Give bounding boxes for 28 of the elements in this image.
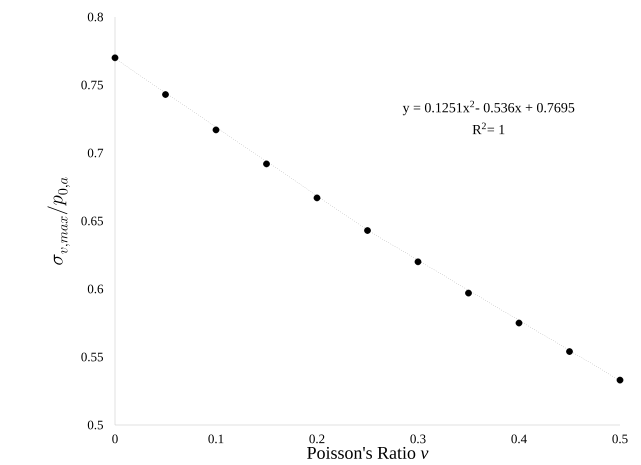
- x-tick-label: 0.1: [208, 434, 224, 444]
- point: [414, 258, 422, 266]
- y-axis-title: $\sigma_{v,max} / p_{0,a}$: [47, 177, 70, 265]
- point: [314, 194, 320, 202]
- x-axis-title: Poisson's Ratio v: [307, 446, 428, 459]
- y-tick-label: 0.7: [88, 148, 104, 158]
- y-tick-label: 0.6: [88, 284, 104, 294]
- x-tick-label: 0.2: [309, 434, 324, 444]
- x-tick-label: 0.3: [410, 434, 426, 444]
- point: [162, 91, 169, 98]
- point: [364, 227, 371, 234]
- x-tick-label: 0.4: [511, 434, 527, 444]
- annotation: R$^{2}$= 1: [472, 122, 504, 134]
- y-tick-label: 0.55: [81, 352, 104, 362]
- point: [516, 320, 522, 326]
- point: [112, 54, 118, 62]
- point: [465, 290, 472, 296]
- y-tick-label: 0.5: [88, 420, 104, 430]
- point: [616, 376, 624, 384]
- y-tick-label: 0.65: [81, 216, 104, 226]
- y-tick-label: 0.75: [81, 80, 104, 90]
- point: [212, 126, 220, 134]
- point: [566, 348, 573, 355]
- annotation: y = 0.1251x$^{2}$- 0.536x + 0.7695: [402, 100, 574, 116]
- y-tick-label: 0.8: [88, 12, 104, 22]
- point: [263, 160, 270, 168]
- x-tick-label: 0: [112, 434, 118, 444]
- x-tick-label: 0.5: [612, 434, 628, 444]
